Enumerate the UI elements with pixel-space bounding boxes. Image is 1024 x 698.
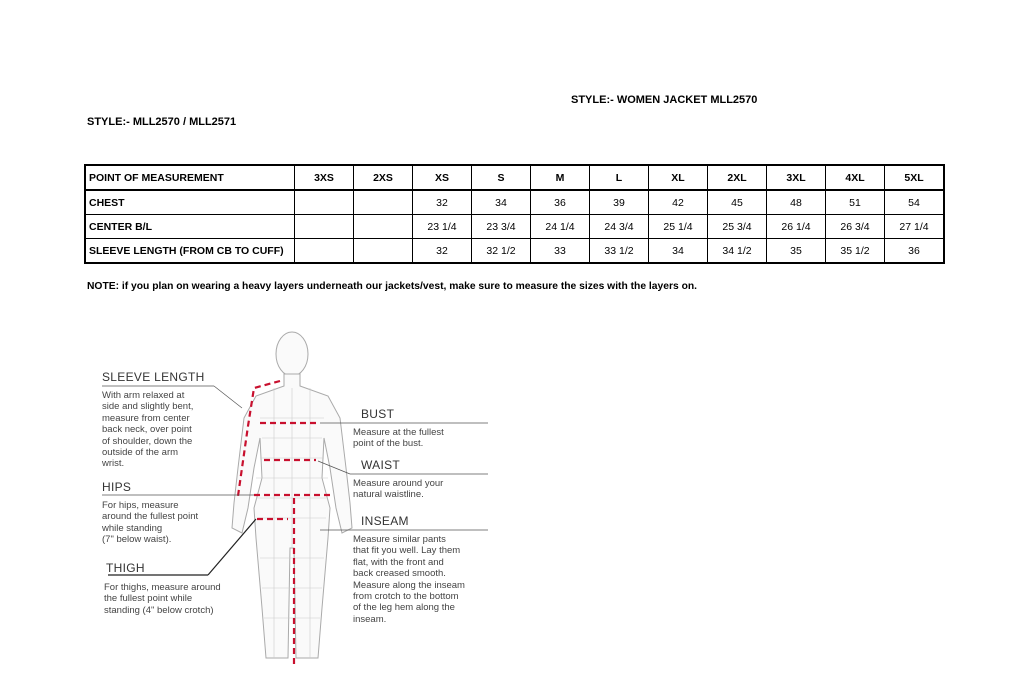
thigh-heading: THIGH [106,561,145,575]
header-cell: S [471,164,531,191]
table-cell: 23 3/4 [471,214,531,239]
table-cell: 32 1/2 [471,238,531,264]
header-cell: 3XS [294,164,354,191]
header-cell: POINT OF MEASUREMENT [84,164,295,191]
table-cell [294,214,354,239]
bust-text: Measure at the fullest point of the bust… [353,427,444,450]
row-label: CENTER B/L [84,214,295,239]
table-cell: 51 [825,189,885,215]
table-cell: 54 [884,189,945,215]
table-row: CHEST 32 34 36 39 42 45 48 51 54 [84,189,945,215]
table-header-row: POINT OF MEASUREMENT 3XS 2XS XS S M L XL… [84,164,945,191]
hips-heading: HIPS [102,480,132,494]
header-cell: 4XL [825,164,885,191]
measurement-lines [236,379,332,664]
table-cell: 36 [884,238,945,264]
table-cell: 33 [530,238,590,264]
hips-text: For hips, measure around the fullest poi… [102,500,199,546]
header-cell: XL [648,164,708,191]
layering-note: NOTE: if you plan on wearing a heavy lay… [87,281,698,292]
header-cell: 2XL [707,164,767,191]
table-cell: 32 [412,189,472,215]
table-cell [353,238,413,264]
table-cell: 23 1/4 [412,214,472,239]
table-cell: 48 [766,189,826,215]
table-cell: 33 1/2 [589,238,649,264]
table-cell: 25 1/4 [648,214,708,239]
table-cell: 34 1/2 [707,238,767,264]
sleeve-length-heading: SLEEVE LENGTH [102,370,205,384]
table-cell: 35 1/2 [825,238,885,264]
table-cell: 45 [707,189,767,215]
table-cell: 39 [589,189,649,215]
table-cell: 32 [412,238,472,264]
table-cell: 26 1/4 [766,214,826,239]
table-cell: 25 3/4 [707,214,767,239]
row-label: SLEEVE LENGTH (FROM CB TO CUFF) [84,238,295,264]
header-cell: L [589,164,649,191]
waist-heading: WAIST [361,458,401,472]
waist-text: Measure around your natural waistline. [353,478,444,501]
body-figure-illustration [102,331,488,664]
table-cell: 34 [648,238,708,264]
table-cell: 27 1/4 [884,214,945,239]
table-cell: 35 [766,238,826,264]
table-cell: 24 1/4 [530,214,590,239]
table-cell: 26 3/4 [825,214,885,239]
thigh-text: For thighs, measure around the fullest p… [104,582,221,616]
table-row: SLEEVE LENGTH (FROM CB TO CUFF) 32 32 1/… [84,238,945,264]
table-cell: 36 [530,189,590,215]
size-chart-table: POINT OF MEASUREMENT 3XS 2XS XS S M L XL… [84,164,945,264]
header-cell: XS [412,164,472,191]
table-cell: 24 3/4 [589,214,649,239]
inseam-text: Measure similar pants that fit you well.… [353,534,465,625]
table-cell [353,189,413,215]
bust-heading: BUST [361,407,395,421]
inseam-heading: INSEAM [361,514,409,528]
row-label: CHEST [84,189,295,215]
style-title: STYLE:- WOMEN JACKET MLL2570 [571,94,758,106]
table-cell [294,238,354,264]
header-cell: M [530,164,590,191]
table-cell [294,189,354,215]
style-codes: STYLE:- MLL2570 / MLL2571 [87,116,237,128]
measurement-diagram: SLEEVE LENGTH With arm relaxed at side a… [84,318,508,664]
table-cell [353,214,413,239]
header-cell: 3XL [766,164,826,191]
table-row: CENTER B/L 23 1/4 23 3/4 24 1/4 24 3/4 2… [84,214,945,239]
sleeve-length-text: With arm relaxed at side and slightly be… [102,390,194,470]
header-cell: 5XL [884,164,945,191]
table-cell: 42 [648,189,708,215]
header-cell: 2XS [353,164,413,191]
table-cell: 34 [471,189,531,215]
